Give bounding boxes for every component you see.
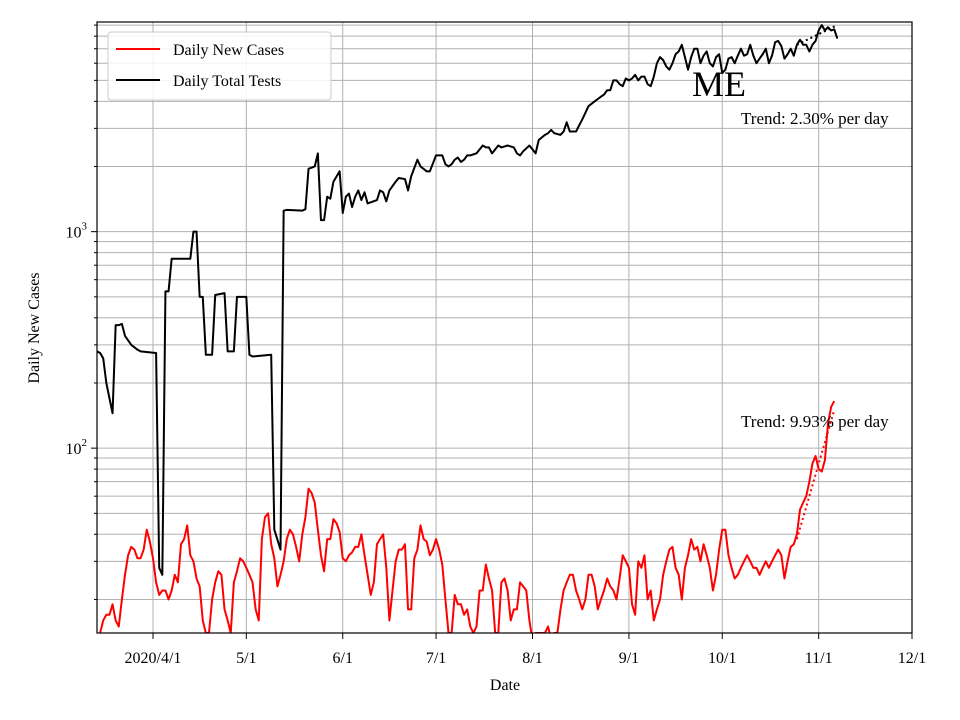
cases-trend-annotation: Trend: 9.93% per day	[741, 412, 889, 431]
x-axis-label: Date	[490, 677, 520, 694]
x-tick-label: 10/1	[708, 650, 736, 667]
trend-line-cases	[795, 409, 836, 540]
tests-trend-annotation: Trend: 2.30% per day	[741, 109, 889, 128]
legend-box	[107, 31, 332, 101]
legend: Daily New Cases Daily Total Tests	[107, 31, 332, 101]
plot-frame	[96, 21, 913, 634]
x-tick-label: 5/1	[236, 650, 256, 667]
x-tick-label: 2020/4/1	[125, 650, 182, 667]
x-tick-label: 6/1	[333, 650, 353, 667]
legend-label-tests: Daily Total Tests	[173, 73, 281, 90]
x-tick-label: 7/1	[426, 650, 446, 667]
x-tick-label: 11/1	[805, 650, 833, 667]
grid	[97, 22, 913, 633]
legend-label-cases: Daily New Cases	[173, 42, 284, 59]
x-tick-label: 12/1	[898, 650, 926, 667]
series-line-daily-new-cases	[99, 400, 836, 633]
y-tick-base: 10	[66, 441, 82, 458]
x-tick-label: 9/1	[619, 650, 639, 667]
y-tick-exponent: 2	[82, 437, 88, 449]
y-tick-label: 102	[66, 437, 88, 458]
series-line-daily-total-tests	[97, 24, 839, 576]
y-tick-base: 10	[66, 225, 82, 242]
chart-title: ME	[692, 64, 746, 104]
x-tick-label: 8/1	[522, 650, 542, 667]
y-tick-label: 103	[66, 221, 88, 242]
series-layer	[97, 24, 839, 633]
y-tick-exponent: 3	[82, 221, 88, 233]
y-axis-label: Daily New Cases	[26, 272, 43, 383]
